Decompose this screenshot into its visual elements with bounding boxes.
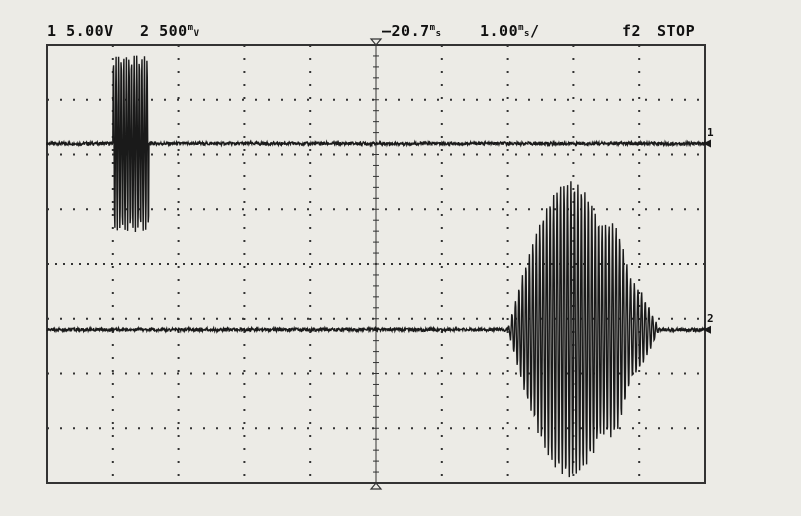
trigger-marker-bottom bbox=[369, 482, 383, 490]
trigger-source: f2 bbox=[622, 22, 642, 40]
channel-1-scale: 1 5.00V bbox=[47, 22, 114, 40]
timebase-setting: 1.00ms/ bbox=[480, 22, 540, 40]
trace-channel-1 bbox=[46, 55, 706, 233]
run-state: STOP bbox=[657, 22, 696, 40]
channel-1-ground-marker bbox=[703, 139, 711, 148]
waveform-traces bbox=[46, 55, 711, 478]
trigger-position: —20.7ms bbox=[382, 22, 442, 40]
channel-2-marker: 2 bbox=[707, 311, 714, 325]
trigger-marker-top bbox=[369, 38, 383, 46]
channel-1-marker: 1 bbox=[707, 125, 714, 139]
trace-channel-2 bbox=[46, 181, 706, 478]
channel-2-scale: 2 500mV bbox=[140, 22, 200, 40]
channel-2-ground-marker bbox=[703, 325, 711, 334]
